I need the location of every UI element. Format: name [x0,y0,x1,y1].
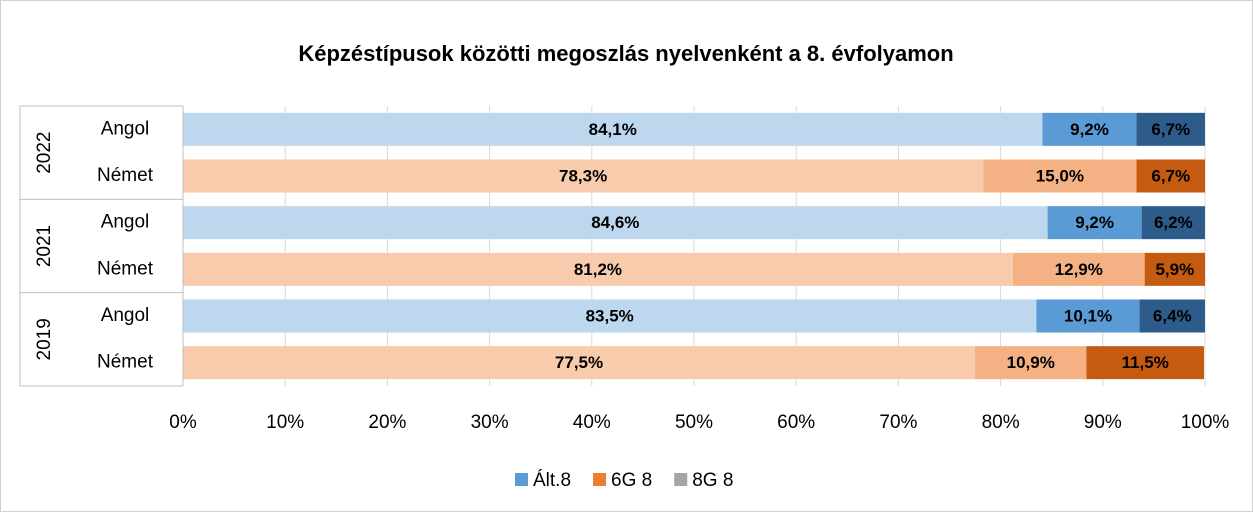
x-tick-label: 90% [1084,412,1122,433]
legend-swatch [515,473,528,486]
data-label: 11,5% [1122,353,1169,372]
bar-segment [1136,112,1205,146]
x-tick-label: 20% [368,412,406,433]
data-label: 6,4% [1153,306,1192,325]
data-label: 12,9% [1055,260,1103,279]
legend-label: Ált.8 [533,470,571,491]
x-tick-label: 60% [777,412,815,433]
y-tick-label: Német [97,258,154,279]
bar-segment [1136,159,1205,193]
chart-title: Képzéstípusok közötti megoszlás nyelvenk… [298,41,953,66]
x-tick-label: 80% [982,412,1020,433]
y-tick-label: Angol [101,118,150,139]
bar-segment [183,252,1013,286]
data-label: 84,6% [591,213,639,232]
bar-segment [1139,299,1205,333]
data-label: 6,7% [1151,166,1190,185]
x-tick-label: 30% [471,412,509,433]
group-label: 2022 [34,132,55,174]
legend-swatch [593,473,607,486]
bar-segment [983,159,1137,193]
y-tick-label: Angol [101,305,150,326]
bar-segment [1012,252,1145,286]
x-tick-label: 40% [573,412,611,433]
data-label: 15,0% [1036,166,1084,185]
legend-swatch [674,473,688,486]
x-tick-label: 0% [169,412,197,433]
bar-segment [1047,206,1142,240]
bar-segment [1144,252,1205,286]
x-tick-label: 100% [1181,412,1230,433]
data-label: 78,3% [559,166,607,185]
x-tick-label: 10% [266,412,304,433]
bar-segment [183,206,1048,240]
y-tick-label: Angol [101,212,150,233]
data-label: 9,2% [1075,213,1114,232]
data-label: 77,5% [555,353,603,372]
data-label: 81,2% [574,260,622,279]
bar-segment [1086,346,1204,380]
bar-segment [975,346,1087,380]
data-label: 10,9% [1007,353,1055,372]
bar-segment [183,159,984,193]
y-tick-label: Német [97,165,154,186]
bar-segment [1036,299,1140,333]
y-tick-label: Német [97,352,154,373]
data-label: 83,5% [586,306,634,325]
data-label: 6,7% [1151,120,1190,139]
bar-segment [183,112,1043,146]
group-label: 2021 [34,225,55,267]
legend-label: 6G 8 [611,470,652,491]
bar-segment [183,299,1037,333]
legend-label: 8G 8 [692,470,733,491]
x-tick-label: 50% [675,412,713,433]
data-label: 10,1% [1064,306,1112,325]
data-label: 6,2% [1154,213,1193,232]
bar-segment [183,346,976,380]
bar-segment [1042,112,1137,146]
data-label: 84,1% [589,120,637,139]
x-tick-label: 70% [879,412,917,433]
group-label: 2019 [34,318,55,360]
bar-segment [1141,206,1205,240]
data-label: 5,9% [1155,260,1194,279]
data-label: 9,2% [1070,120,1109,139]
